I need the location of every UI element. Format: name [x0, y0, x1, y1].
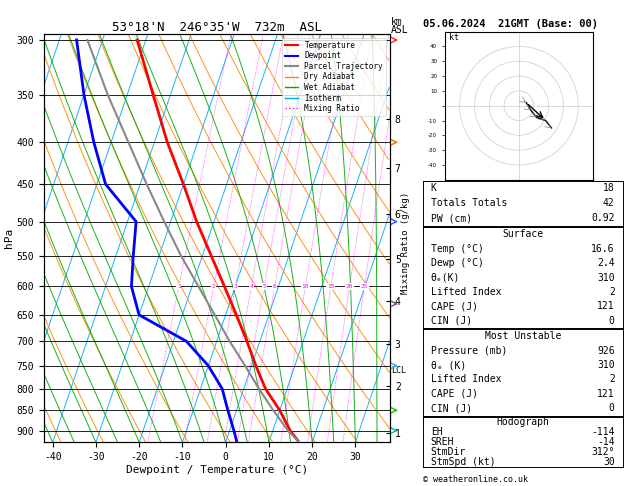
Text: 25: 25	[360, 284, 368, 289]
Text: 312°: 312°	[591, 447, 615, 456]
Title: 53°18'N  246°35'W  732m  ASL: 53°18'N 246°35'W 732m ASL	[112, 21, 322, 34]
Text: Surface: Surface	[502, 229, 543, 239]
Text: 05.06.2024  21GMT (Base: 00): 05.06.2024 21GMT (Base: 00)	[423, 19, 598, 30]
Text: 5: 5	[262, 284, 266, 289]
Text: km: km	[391, 17, 403, 27]
Text: Most Unstable: Most Unstable	[484, 331, 561, 341]
X-axis label: Dewpoint / Temperature (°C): Dewpoint / Temperature (°C)	[126, 465, 308, 475]
Text: Mixing Ratio (g/kg): Mixing Ratio (g/kg)	[401, 192, 410, 294]
Text: EH: EH	[431, 427, 442, 436]
Text: StmDir: StmDir	[431, 447, 466, 456]
Text: 20: 20	[346, 284, 353, 289]
Text: Lifted Index: Lifted Index	[431, 375, 501, 384]
Text: CIN (J): CIN (J)	[431, 403, 472, 413]
Text: 2: 2	[212, 284, 216, 289]
Text: © weatheronline.co.uk: © weatheronline.co.uk	[423, 475, 528, 484]
Text: θₑ(K): θₑ(K)	[431, 273, 460, 282]
Text: Lifted Index: Lifted Index	[431, 287, 501, 297]
Text: 15: 15	[327, 284, 335, 289]
Text: 0: 0	[609, 403, 615, 413]
Text: LCL: LCL	[391, 366, 406, 375]
Text: 121: 121	[597, 389, 615, 399]
Text: ASL: ASL	[391, 25, 409, 35]
Text: 16.6: 16.6	[591, 243, 615, 254]
Y-axis label: hPa: hPa	[4, 228, 14, 248]
Text: 6: 6	[273, 284, 277, 289]
Text: 310: 310	[597, 360, 615, 370]
Text: SREH: SREH	[431, 436, 454, 447]
Text: θₑ (K): θₑ (K)	[431, 360, 466, 370]
Text: CAPE (J): CAPE (J)	[431, 301, 477, 312]
Text: 2: 2	[609, 287, 615, 297]
Text: CAPE (J): CAPE (J)	[431, 389, 477, 399]
Text: kt: kt	[449, 34, 459, 42]
Text: Dewp (°C): Dewp (°C)	[431, 258, 484, 268]
Text: 3: 3	[233, 284, 237, 289]
Text: Totals Totals: Totals Totals	[431, 198, 507, 208]
Text: -14: -14	[597, 436, 615, 447]
Text: Pressure (mb): Pressure (mb)	[431, 346, 507, 356]
Text: Temp (°C): Temp (°C)	[431, 243, 484, 254]
Text: 2.4: 2.4	[597, 258, 615, 268]
Text: -114: -114	[591, 427, 615, 436]
Text: 30: 30	[603, 456, 615, 467]
Text: 42: 42	[603, 198, 615, 208]
Text: Hodograph: Hodograph	[496, 417, 549, 427]
Text: PW (cm): PW (cm)	[431, 213, 472, 224]
Legend: Temperature, Dewpoint, Parcel Trajectory, Dry Adiabat, Wet Adiabat, Isotherm, Mi: Temperature, Dewpoint, Parcel Trajectory…	[282, 38, 386, 116]
Text: 1: 1	[177, 284, 181, 289]
Text: 10: 10	[302, 284, 309, 289]
Text: CIN (J): CIN (J)	[431, 316, 472, 326]
Text: 2: 2	[609, 375, 615, 384]
Text: 4: 4	[250, 284, 253, 289]
Text: 0.92: 0.92	[591, 213, 615, 224]
Text: 926: 926	[597, 346, 615, 356]
Text: 18: 18	[603, 183, 615, 193]
Text: StmSpd (kt): StmSpd (kt)	[431, 456, 495, 467]
Text: 310: 310	[597, 273, 615, 282]
Text: 0: 0	[609, 316, 615, 326]
Text: 121: 121	[597, 301, 615, 312]
Text: K: K	[431, 183, 437, 193]
